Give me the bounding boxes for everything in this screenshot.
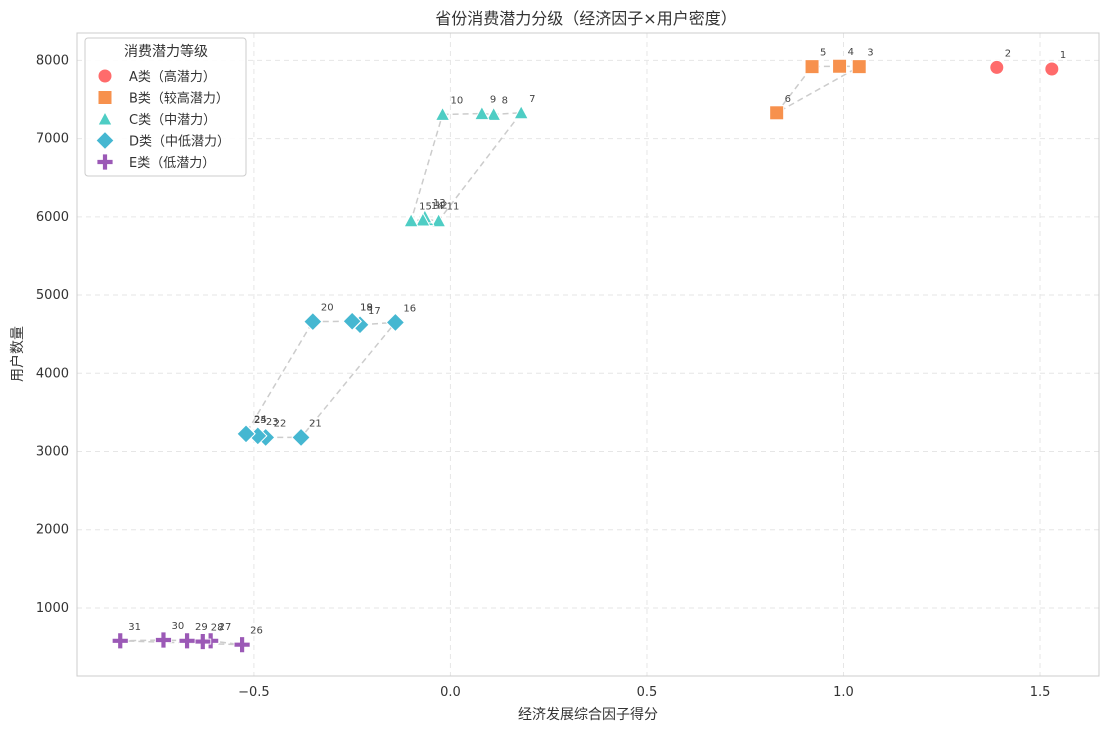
data-points xyxy=(111,58,1060,654)
data-point-label: 26 xyxy=(250,626,263,637)
data-point-marker xyxy=(385,312,406,333)
data-point-marker xyxy=(989,59,1005,75)
data-point-label: 25 xyxy=(254,415,267,426)
data-point-marker xyxy=(1044,61,1060,77)
data-point-label: 21 xyxy=(309,418,322,429)
data-point-marker xyxy=(804,59,820,75)
data-point-label: 31 xyxy=(128,622,141,633)
legend-entry-label: E类（低潜力） xyxy=(129,156,215,171)
data-point-marker xyxy=(233,636,251,654)
chart-title: 省份消费潜力分级（经济因子×用户密度） xyxy=(435,9,736,28)
data-point-label: 14 xyxy=(431,201,444,212)
plot-frame xyxy=(76,32,1100,677)
y-tick-label: 6000 xyxy=(36,210,69,225)
data-point-marker xyxy=(291,427,311,448)
x-tick-label: 0.0 xyxy=(440,685,461,700)
data-point-marker xyxy=(851,59,867,75)
data-point-label: 9 xyxy=(490,95,496,106)
data-point-label: 12 xyxy=(435,201,448,212)
x-tick-label: 0.5 xyxy=(637,685,658,700)
point-labels: 1234567891011121314151617181920212223242… xyxy=(128,47,1066,636)
data-point-label: 18 xyxy=(360,303,373,314)
legend-marker xyxy=(96,153,114,171)
data-point-marker xyxy=(434,106,451,121)
data-point-label: 29 xyxy=(195,622,208,633)
y-tick-label: 3000 xyxy=(36,444,69,459)
data-point-marker xyxy=(155,631,172,649)
legend-marker xyxy=(97,68,113,84)
data-point-marker xyxy=(111,632,129,650)
data-point-marker xyxy=(403,212,419,228)
y-tick-label: 8000 xyxy=(36,53,69,68)
y-tick-label: 5000 xyxy=(36,288,69,303)
data-point-label: 8 xyxy=(502,95,508,106)
data-point-marker xyxy=(415,211,431,227)
y-tick-label: 2000 xyxy=(36,523,69,538)
data-point-marker xyxy=(236,424,256,444)
x-axis-label: 经济发展综合因子得分 xyxy=(518,706,658,723)
grid xyxy=(77,33,1099,676)
data-point-marker xyxy=(769,105,785,121)
data-point-label: 6 xyxy=(785,94,791,105)
data-point-marker xyxy=(832,58,848,74)
legend-title: 消费潜力等级 xyxy=(124,43,208,60)
data-point-label: 2 xyxy=(1005,48,1011,59)
legend-entry-label: A类（高潜力） xyxy=(129,69,216,85)
data-point-label: 19 xyxy=(360,302,373,313)
data-point-label: 13 xyxy=(433,198,446,209)
legend: 消费潜力等级 A类（高潜力） B类（较高潜力） C类（中潜力） D类（中低潜力） E类（… xyxy=(84,37,247,177)
data-point-label: 27 xyxy=(219,622,232,633)
y-axis-label: 用户数量 xyxy=(9,326,26,382)
legend-entry-label: D类（中低潜力） xyxy=(129,135,230,150)
data-point-marker xyxy=(303,311,323,332)
data-point-marker xyxy=(485,106,502,121)
data-point-label: 3 xyxy=(867,48,873,59)
data-point-label: 11 xyxy=(447,202,460,213)
legend-marker xyxy=(95,130,115,151)
data-point-label: 22 xyxy=(274,418,287,429)
y-tick-label: 4000 xyxy=(36,366,69,381)
data-point-label: 15 xyxy=(419,202,432,213)
axis-ticks: −0.5 0.0 0.5 1.0 1.5 1000 2000 3000 4000 5000 6000… xyxy=(36,53,1050,700)
data-point-label: 7 xyxy=(529,94,535,105)
data-point-label: 24 xyxy=(254,415,267,426)
data-point-marker xyxy=(430,212,447,228)
legend-entry-label: B类（较高潜力） xyxy=(129,91,229,107)
legend-marker xyxy=(97,90,113,105)
x-tick-label: −0.5 xyxy=(238,685,270,700)
data-point-label: 17 xyxy=(368,306,381,317)
data-point-label: 28 xyxy=(211,623,224,634)
data-point-marker xyxy=(178,632,196,650)
y-tick-label: 1000 xyxy=(36,601,69,616)
x-tick-label: 1.0 xyxy=(833,685,854,700)
data-point-label: 20 xyxy=(321,303,334,314)
legend-box xyxy=(84,37,247,177)
legend-entry-label: C类（中潜力） xyxy=(129,113,216,128)
data-point-label: 1 xyxy=(1060,50,1066,61)
data-point-label: 10 xyxy=(451,95,464,106)
data-point-label: 30 xyxy=(171,621,184,632)
data-point-marker xyxy=(474,105,490,121)
x-tick-label: 1.5 xyxy=(1030,685,1051,700)
data-point-label: 16 xyxy=(403,303,416,314)
data-point-marker xyxy=(513,104,530,120)
data-point-label: 4 xyxy=(848,47,854,58)
data-point-label: 23 xyxy=(266,417,279,428)
y-tick-label: 7000 xyxy=(36,132,69,147)
data-point-marker xyxy=(342,311,362,331)
data-point-label: 5 xyxy=(820,48,826,59)
legend-marker xyxy=(97,110,113,126)
